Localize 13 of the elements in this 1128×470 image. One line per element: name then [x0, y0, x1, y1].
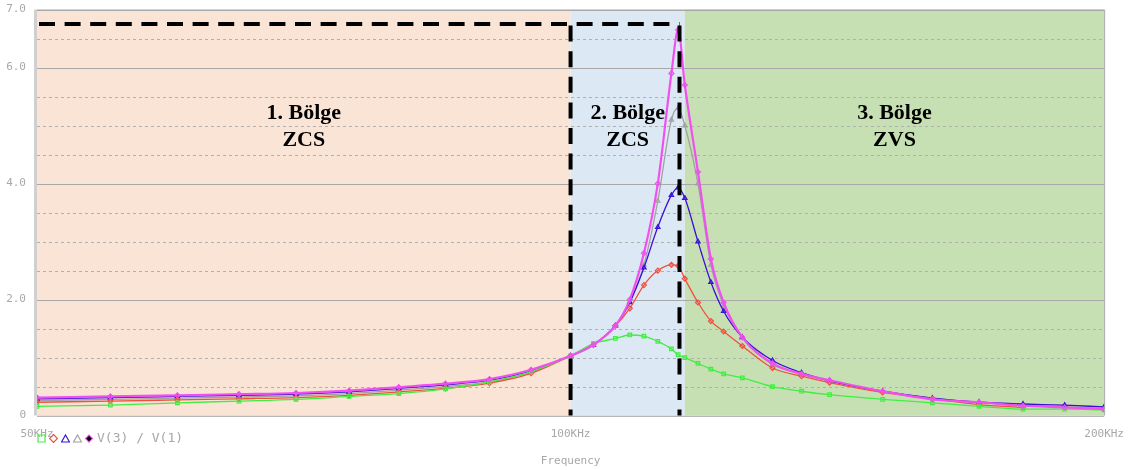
- band-label: 1. Bölge ZCS: [266, 99, 342, 152]
- x-tick-label: 50KHz: [20, 427, 54, 441]
- y-tick-label: 6.0: [6, 60, 26, 74]
- band-label: 3. Bölge ZVS: [857, 99, 932, 152]
- x-tick-label: 100KHz: [550, 427, 591, 441]
- y-tick-label: 2.0: [6, 292, 26, 306]
- band-label: 2. Bölge ZCS: [590, 99, 666, 152]
- y-tick-label: 0: [19, 408, 26, 422]
- x-tick-label: 200KHz: [1084, 427, 1125, 441]
- y-tick-label: 4.0: [6, 176, 26, 190]
- y-tick-label: 7.0: [6, 2, 26, 16]
- x-axis-title: Frequency: [540, 454, 601, 468]
- legend-label: V(3) / V(1): [97, 429, 184, 445]
